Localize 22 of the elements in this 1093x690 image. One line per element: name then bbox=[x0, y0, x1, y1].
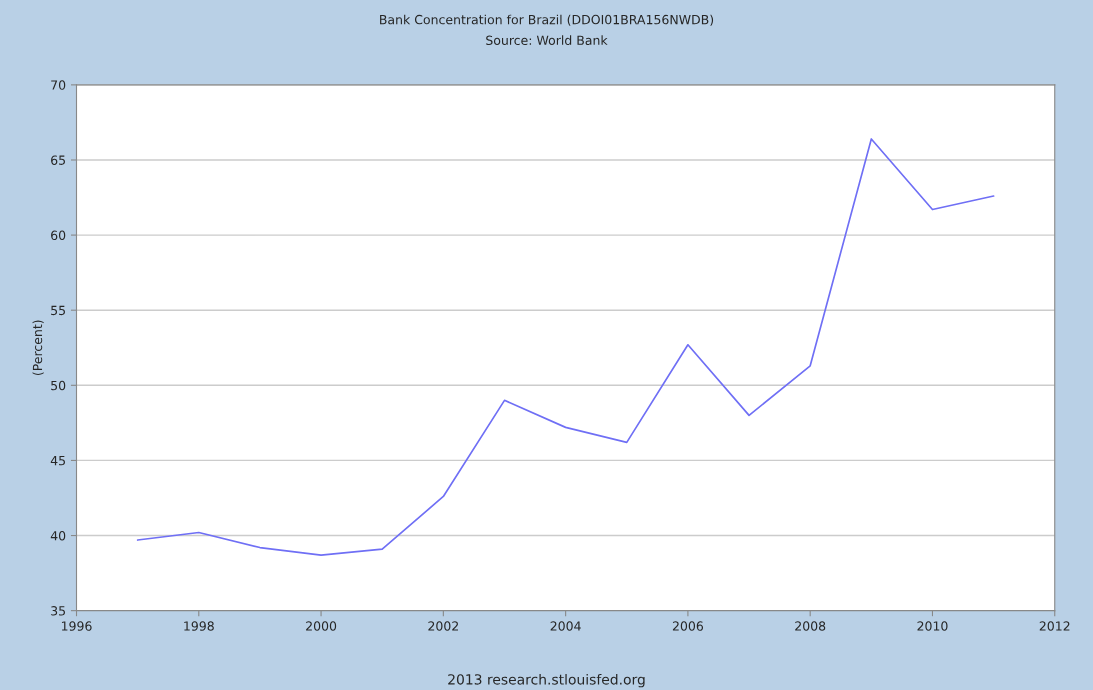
x-tick-label: 2008 bbox=[795, 621, 826, 631]
y-tick-label: 60 bbox=[51, 230, 66, 241]
y-tick-label: 40 bbox=[50, 531, 66, 541]
y-tick-label: 35 bbox=[51, 606, 65, 616]
y-tick-label: 50 bbox=[51, 380, 66, 391]
x-tick-label: 2002 bbox=[428, 621, 458, 631]
line-series bbox=[136, 138, 995, 556]
text: 2013 research.stlouisfed.org bbox=[448, 673, 645, 688]
y-tick-label: 55 bbox=[51, 305, 65, 316]
x-tick-label: 2000 bbox=[306, 621, 337, 631]
y-tick-label: 45 bbox=[50, 456, 65, 466]
chart-title: Bank Concentration for Brazil (DDOI01BRA156NWDB) bbox=[380, 14, 714, 26]
x-tick-label: 2010 bbox=[917, 621, 948, 631]
chart-subtitle: Source: World Bank bbox=[486, 35, 608, 46]
x-tick-label: 2012 bbox=[1039, 621, 1070, 631]
x-tick-label: 1996 bbox=[61, 621, 92, 631]
x-tick-label: 1998 bbox=[184, 621, 214, 631]
y-tick-label: 65 bbox=[51, 155, 65, 165]
y-tick-label: 70 bbox=[51, 80, 66, 90]
y-axis-title: (Percent) bbox=[32, 320, 44, 376]
x-tick-label: 2006 bbox=[672, 621, 704, 631]
x-tick-label: 2004 bbox=[550, 621, 581, 631]
